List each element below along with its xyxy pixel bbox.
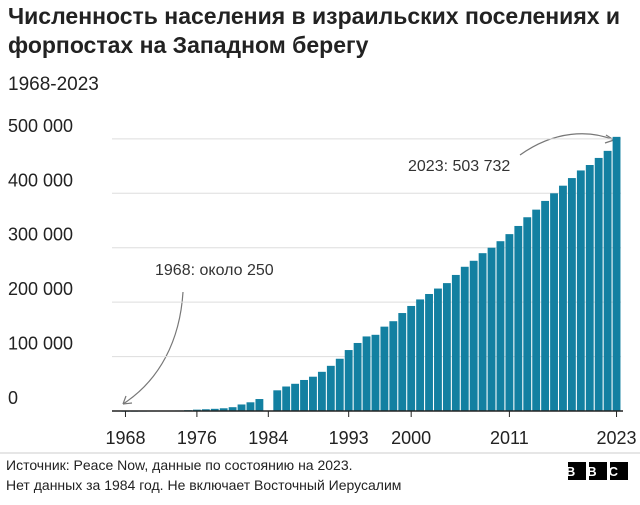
bar [541, 200, 550, 411]
bar [255, 399, 264, 411]
bar [603, 150, 612, 411]
x-tick-label: 2000 [391, 428, 431, 448]
bar [407, 305, 416, 411]
arrow [519, 133, 615, 156]
bar [335, 358, 344, 411]
bar [567, 178, 576, 411]
bar [487, 247, 496, 411]
bar [514, 225, 523, 411]
x-tick-label: 1993 [329, 428, 369, 448]
bar [300, 379, 308, 411]
bar [353, 342, 362, 411]
bar [469, 260, 478, 411]
bar [398, 313, 407, 411]
subtitle: 1968-2023 [8, 74, 99, 95]
bar [478, 253, 487, 411]
bar [282, 386, 291, 411]
chart-title: Численность населения в израильских посе… [8, 3, 621, 58]
y-tick-label: 100 000 [8, 334, 73, 354]
bar [442, 283, 451, 411]
bar [496, 241, 505, 411]
bar [344, 350, 353, 411]
bar [273, 390, 282, 411]
bar [246, 402, 255, 411]
arrow [122, 291, 184, 405]
logo: BBC [566, 464, 630, 479]
bar [460, 266, 469, 411]
annotation: 1968: около 250 [155, 262, 274, 279]
source: Источник: Peace Now, данные по состоянию… [6, 457, 353, 473]
arrowhead [122, 395, 133, 405]
bar [425, 293, 433, 411]
y-tick-label: 300 000 [8, 225, 73, 245]
bar [559, 185, 567, 411]
x-tick-label: 1976 [177, 428, 217, 448]
bar [219, 408, 228, 411]
bar [434, 288, 442, 411]
bar [612, 136, 621, 411]
bar [550, 193, 558, 411]
bar [237, 404, 246, 411]
bar [505, 234, 514, 411]
annotation: 2023: 503 732 [408, 158, 510, 175]
bar [585, 165, 594, 411]
bar [523, 217, 532, 411]
bar [594, 157, 603, 411]
title-box: Численность населения в израильских посе… [8, 3, 621, 58]
bar [371, 334, 380, 411]
x-tick-label: 2023 [597, 428, 637, 448]
logo-box [589, 462, 607, 480]
bar [532, 209, 541, 411]
bar [326, 365, 335, 411]
bar [362, 336, 371, 411]
y-tick-label: 200 000 [8, 279, 73, 299]
bar [317, 371, 326, 411]
bar [576, 170, 585, 411]
x-tick-label: 1968 [105, 428, 145, 448]
x-tick-label: 2011 [490, 428, 529, 448]
bar [451, 274, 460, 411]
bar [228, 407, 237, 411]
bar [380, 326, 389, 411]
bar [416, 299, 425, 411]
y-tick-label: 500 000 [8, 116, 73, 136]
bar [389, 321, 398, 411]
bar [309, 376, 317, 411]
y-tick-label: 400 000 [8, 170, 73, 190]
logo-box [568, 462, 586, 480]
y-tick-label: 0 [8, 388, 18, 408]
bar [201, 409, 210, 411]
bar [291, 383, 300, 411]
source: Нет данных за 1984 год. Не включает Вост… [6, 477, 401, 493]
bar [210, 408, 219, 411]
x-tick-label: 1984 [248, 428, 288, 448]
logo-box [610, 462, 628, 480]
